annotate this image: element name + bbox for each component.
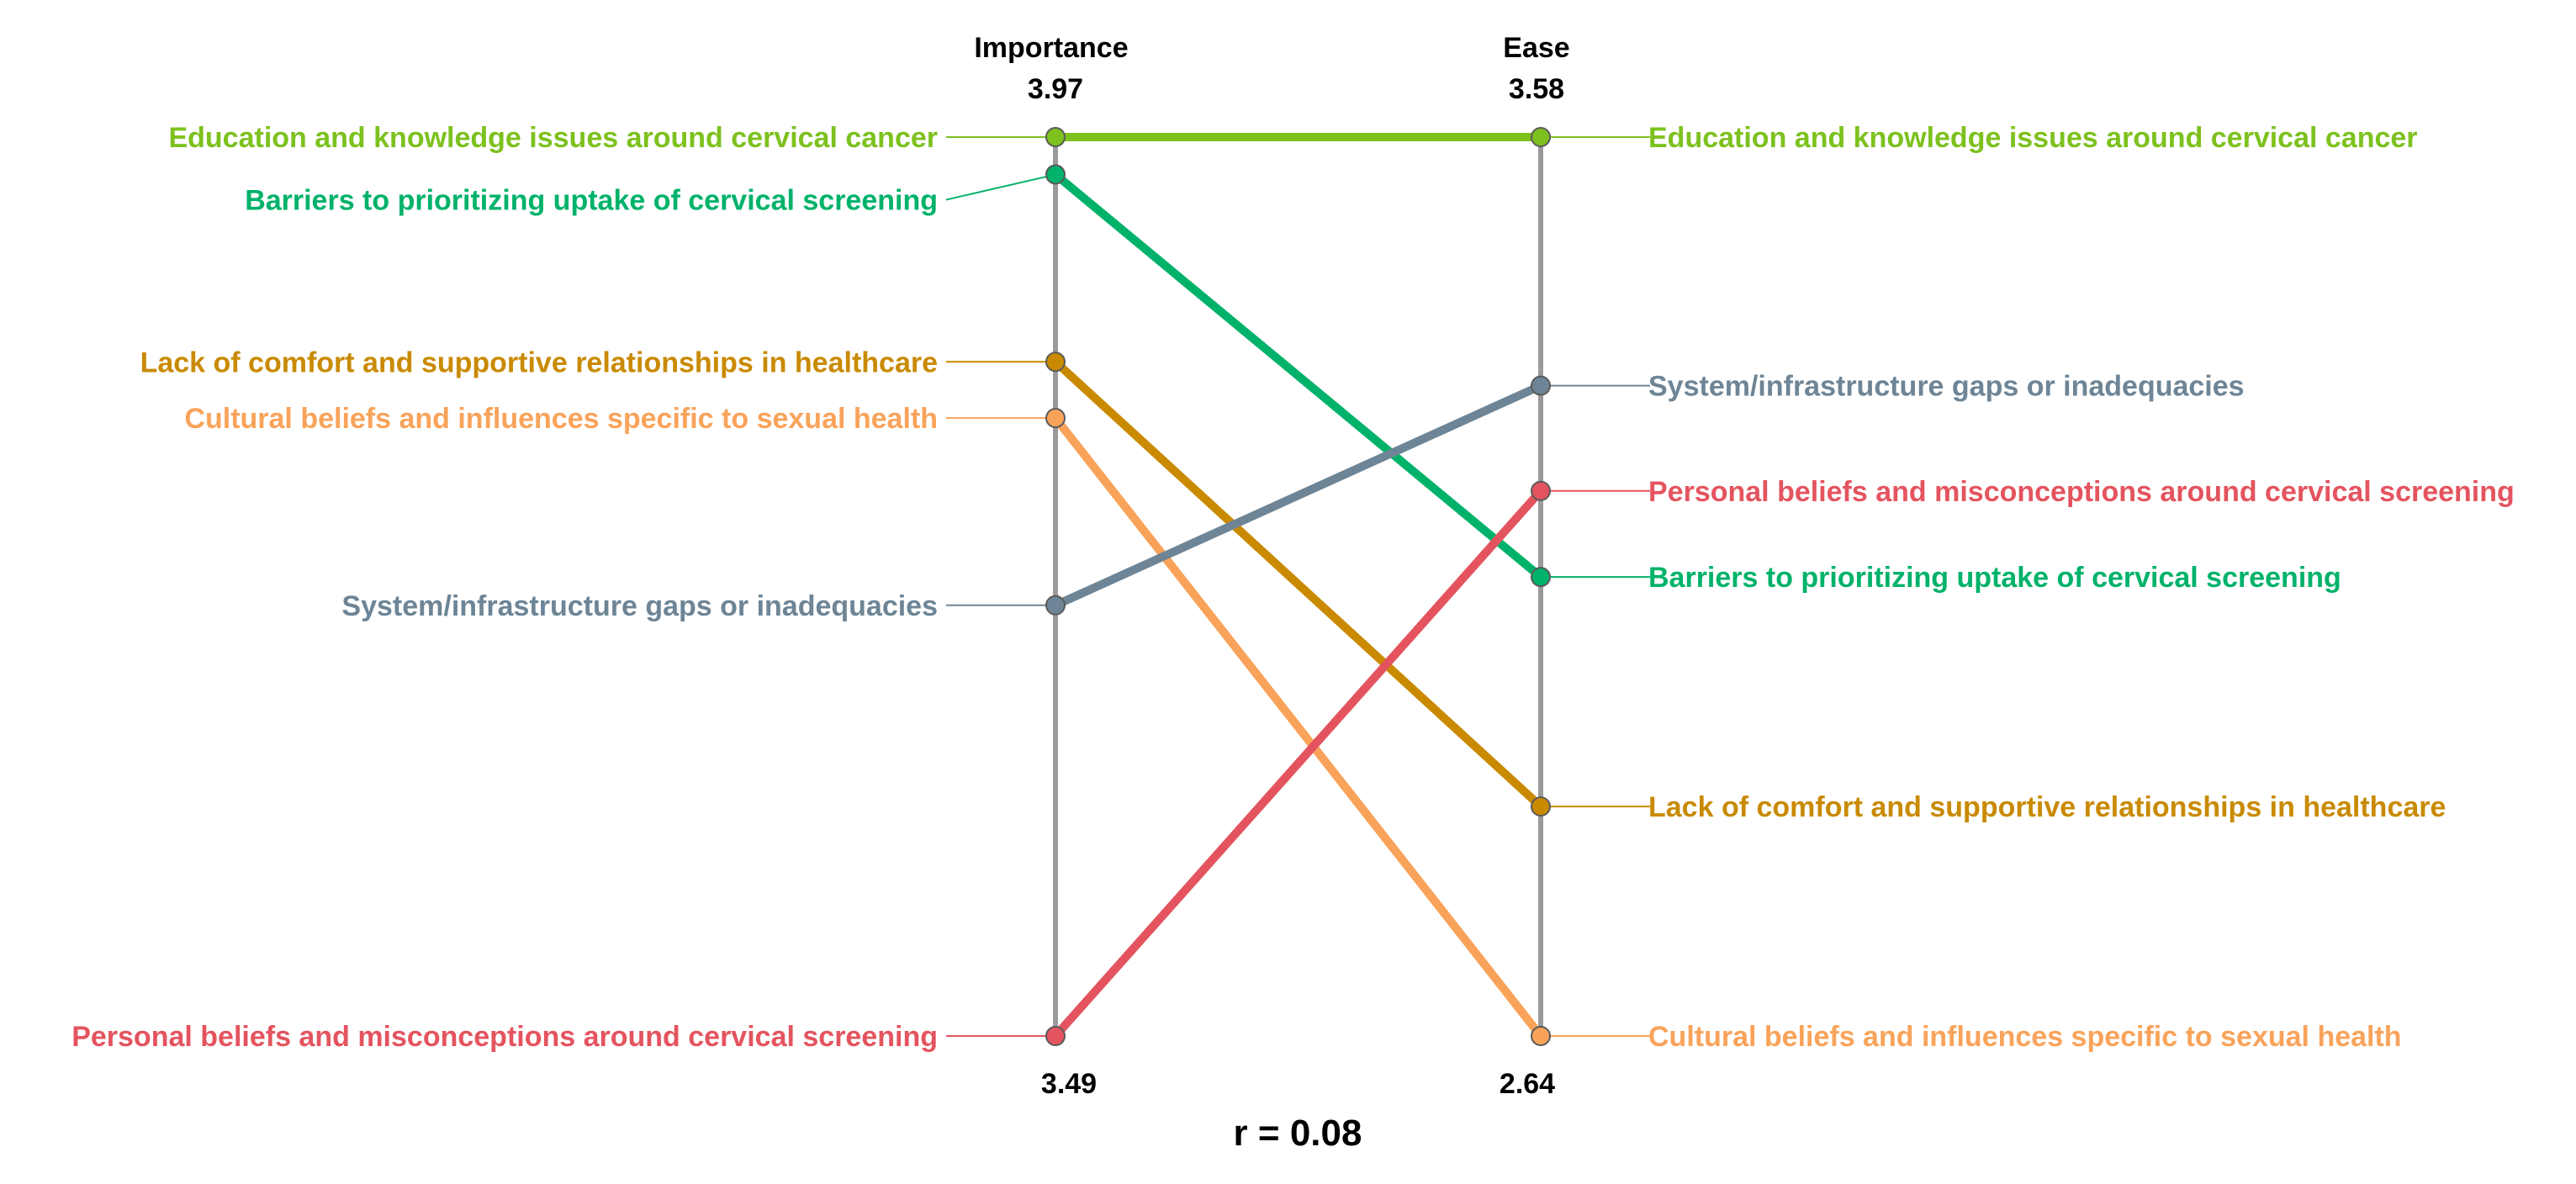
left-label-lack-of-comfort-and-supportive-relationships-in-healthcare: Lack of comfort and supportive relations… [140,346,938,378]
series-cultural-beliefs-and-influences-specific-to-sexual-health: Cultural beliefs and influences specific… [184,403,2401,1053]
importance-point-personal-beliefs-and-misconceptions-around-cervical-screening [1045,1026,1066,1046]
ease-min-value: 2.64 [1500,1068,1555,1100]
ease-point-cultural-beliefs-and-influences-specific-to-sexual-health [1531,1026,1551,1046]
right-label-barriers-to-prioritizing-uptake-of-cervical-screening: Barriers to prioritizing uptake of cervi… [1648,562,2341,594]
importance-axis-title: Importance [974,32,1128,64]
right-label-system-infrastructure-gaps-or-inadequacies: System/infrastructure gaps or inadequaci… [1648,371,2245,403]
slope-line-lack-of-comfort-and-supportive-relationships-in-healthcare [1051,357,1545,811]
slope-line-cultural-beliefs-and-influences-specific-to-sexual-health [1051,414,1545,1040]
ease-point-lack-of-comfort-and-supportive-relationships-in-healthcare [1531,796,1551,817]
slope-line-personal-beliefs-and-misconceptions-around-cervical-screening [1051,486,1545,1040]
series-education-and-knowledge-issues-around-cervical-cancer: Education and knowledge issues around ce… [168,122,2417,154]
left-label-education-and-knowledge-issues-around-cervical-cancer: Education and knowledge issues around ce… [168,122,938,154]
left-label-personal-beliefs-and-misconceptions-around-cervical-screening: Personal beliefs and misconceptions arou… [71,1021,938,1053]
right-label-lack-of-comfort-and-supportive-relationships-in-healthcare: Lack of comfort and supportive relations… [1648,791,2446,823]
ease-point-education-and-knowledge-issues-around-cervical-cancer [1531,127,1551,147]
left-label-barriers-to-prioritizing-uptake-of-cervical-screening: Barriers to prioritizing uptake of cervi… [245,185,938,217]
right-label-personal-beliefs-and-misconceptions-around-cervical-screening: Personal beliefs and misconceptions arou… [1648,476,2515,508]
importance-point-education-and-knowledge-issues-around-cervical-cancer [1045,127,1066,147]
right-label-cultural-beliefs-and-influences-specific-to-sexual-health: Cultural beliefs and influences specific… [1648,1021,2402,1053]
ease-axis-title: Ease [1503,32,1569,64]
series-system-infrastructure-gaps-or-inadequacies: System/infrastructure gaps or inadequaci… [341,371,2244,622]
importance-max-value: 3.97 [1028,73,1083,105]
series-layer: Education and knowledge issues around ce… [71,122,2515,1053]
slope-line-barriers-to-prioritizing-uptake-of-cervical-screening [1051,170,1545,582]
ease-point-barriers-to-prioritizing-uptake-of-cervical-screening [1531,567,1551,588]
series-lack-of-comfort-and-supportive-relationships-in-healthcare: Lack of comfort and supportive relations… [140,346,2446,823]
series-personal-beliefs-and-misconceptions-around-cervical-screening: Personal beliefs and misconceptions arou… [71,476,2515,1053]
left-connector-barriers-to-prioritizing-uptake-of-cervical-screening [945,173,1056,201]
ease-point-system-infrastructure-gaps-or-inadequacies [1531,375,1551,396]
importance-min-value: 3.49 [1041,1068,1097,1100]
left-label-cultural-beliefs-and-influences-specific-to-sexual-health: Cultural beliefs and influences specific… [184,403,938,435]
right-label-education-and-knowledge-issues-around-cervical-cancer: Education and knowledge issues around ce… [1648,122,2418,154]
series-barriers-to-prioritizing-uptake-of-cervical-screening: Barriers to prioritizing uptake of cervi… [245,164,2341,594]
ease-max-value: 3.58 [1509,73,1564,105]
correlation-label: r = 0.08 [1234,1113,1362,1154]
importance-point-system-infrastructure-gaps-or-inadequacies [1045,595,1066,616]
importance-point-barriers-to-prioritizing-uptake-of-cervical-screening [1045,164,1066,185]
slope-line-system-infrastructure-gaps-or-inadequacies [1051,381,1545,610]
ease-point-personal-beliefs-and-misconceptions-around-cervical-screening [1531,480,1551,501]
importance-point-lack-of-comfort-and-supportive-relationships-in-healthcare [1045,352,1066,373]
importance-point-cultural-beliefs-and-influences-specific-to-sexual-health [1045,408,1066,429]
left-label-system-infrastructure-gaps-or-inadequacies: System/infrastructure gaps or inadequaci… [341,590,938,622]
